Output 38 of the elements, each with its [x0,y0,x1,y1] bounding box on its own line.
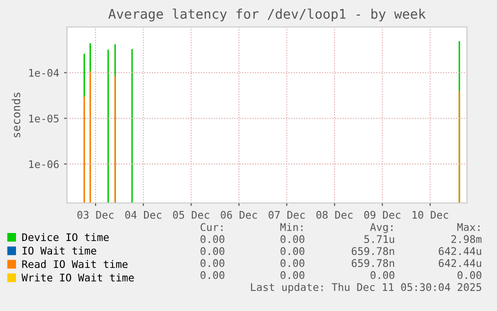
y-tick-label: 1e-05 [29,114,59,122]
x-tick-label: 08 Dec [316,210,352,219]
legend-label: Write IO Wait time [22,273,134,282]
text: 2.98m [451,235,482,244]
x-tick-label: 06 Dec [220,210,257,219]
text: Last update: Thu Dec 11 05:30:04 2025 [251,282,482,294]
x-tick-label: 10 Dec [412,210,448,219]
text: Min: [280,222,302,231]
text: 0.00 [200,259,224,268]
text: Max: [457,223,480,232]
y-axis-title: seconds [12,92,20,138]
x-tick-label: 05 Dec [173,210,210,219]
legend-label: Device IO time [22,233,109,242]
text: 0.00 [200,271,224,280]
text: 642.44u [438,259,482,268]
text: 0.00 [200,247,224,256]
x-tick-label: 03 Dec [77,210,114,219]
text: 0.00 [280,235,304,244]
text: 0.00 [280,271,304,280]
text: Avg: [370,223,392,234]
text: 0.00 [280,247,304,256]
text: 0.00 [370,271,394,280]
text: 0.00 [200,235,224,244]
text: 659.78n [352,259,394,268]
y-tick-label: 1e-06 [29,160,59,168]
x-tick-label: 04 Dec [125,210,162,219]
chart-title: Average latency for /dev/loop1 - by week [108,8,426,22]
x-tick-label: 09 Dec [364,210,400,219]
legend-label: Read IO Wait time [22,260,128,268]
text: Cur: [200,223,222,232]
legend-label: IO Wait time [22,246,96,255]
text: 0.00 [458,271,482,280]
text: 659.78n [352,247,394,256]
text: 0.00 [280,259,304,268]
text: 5.71u [364,235,394,244]
y-tick-label: 1e-04 [29,68,59,77]
x-tick-label: 07 Dec [268,210,305,219]
text: 642.44u [438,247,482,256]
